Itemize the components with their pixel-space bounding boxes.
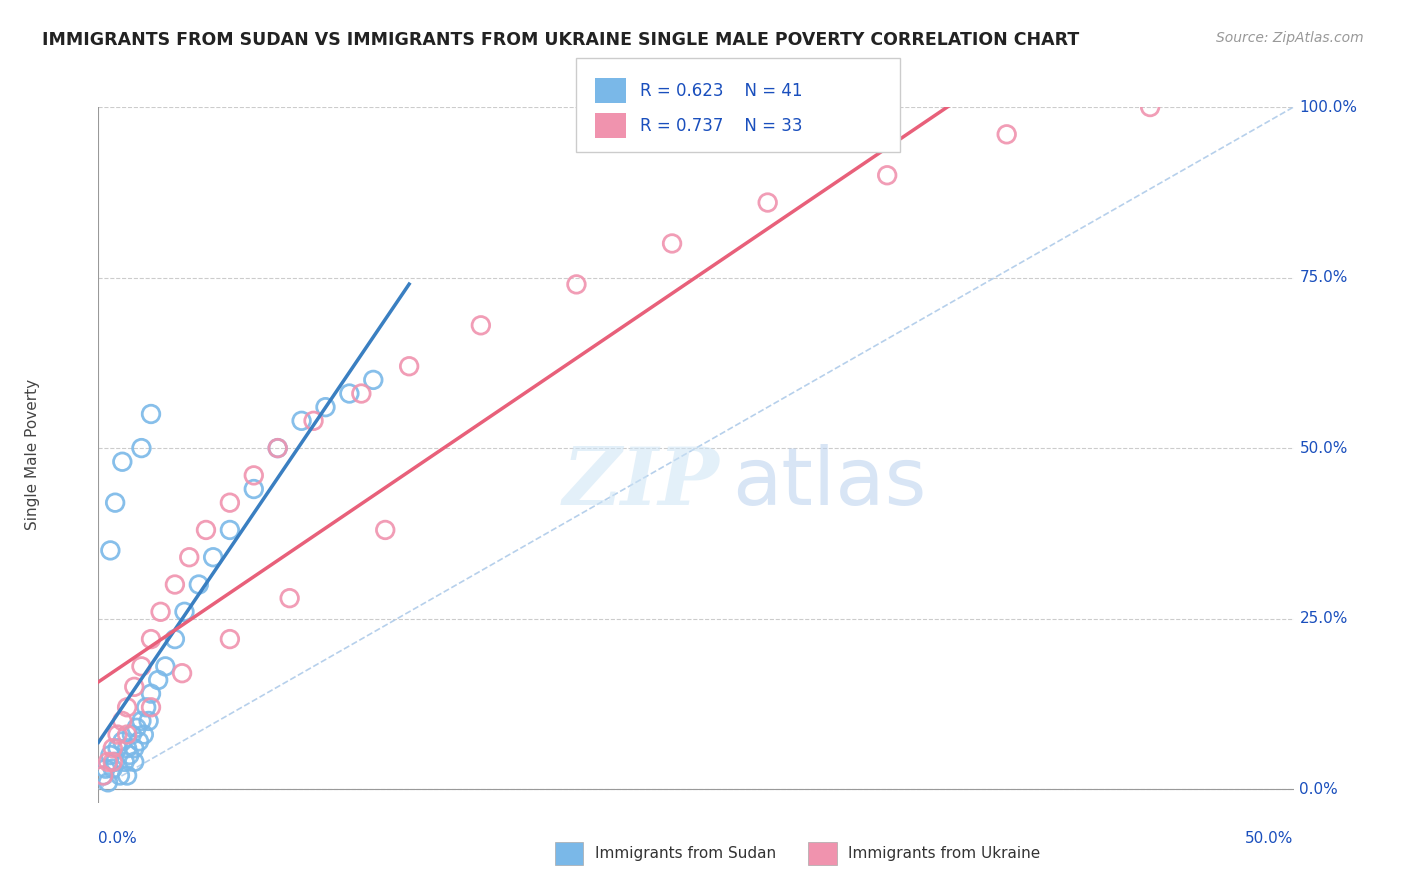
Point — [91, 768, 114, 782]
Point — [139, 700, 162, 714]
Point — [139, 632, 162, 646]
Text: Source: ZipAtlas.com: Source: ZipAtlas.com — [1216, 31, 1364, 45]
Point — [124, 680, 146, 694]
Point — [94, 762, 117, 776]
Point — [267, 441, 290, 455]
Text: 50.0%: 50.0% — [1299, 441, 1348, 456]
Point — [114, 755, 136, 769]
Point — [148, 673, 170, 687]
Point — [172, 666, 194, 681]
Point — [131, 441, 153, 455]
Point — [132, 728, 155, 742]
Point — [278, 591, 301, 606]
Point — [302, 414, 325, 428]
Point — [139, 687, 162, 701]
Point — [290, 414, 312, 428]
Text: 75.0%: 75.0% — [1299, 270, 1348, 285]
Text: 25.0%: 25.0% — [1299, 611, 1348, 626]
Point — [187, 577, 209, 591]
Point — [101, 755, 124, 769]
Point — [115, 700, 138, 714]
Text: Immigrants from Ukraine: Immigrants from Ukraine — [848, 847, 1040, 861]
Point — [131, 714, 153, 728]
Point — [111, 714, 134, 728]
Point — [124, 741, 146, 756]
Point — [243, 468, 266, 483]
Point — [470, 318, 492, 333]
Text: 0.0%: 0.0% — [1299, 781, 1339, 797]
Point — [97, 775, 120, 789]
Point — [121, 728, 143, 742]
Text: 0.0%: 0.0% — [98, 831, 138, 847]
Point — [131, 659, 153, 673]
Point — [363, 373, 385, 387]
Point — [104, 496, 127, 510]
Point — [98, 543, 122, 558]
Text: 50.0%: 50.0% — [1246, 831, 1294, 847]
Text: R = 0.737    N = 33: R = 0.737 N = 33 — [640, 117, 803, 135]
Point — [111, 455, 134, 469]
Point — [163, 577, 186, 591]
Point — [219, 496, 242, 510]
Point — [315, 400, 337, 414]
Point — [138, 714, 160, 728]
Text: 100.0%: 100.0% — [1299, 100, 1358, 114]
Text: Single Male Poverty: Single Male Poverty — [25, 379, 41, 531]
Point — [337, 386, 360, 401]
Point — [194, 523, 217, 537]
Point — [115, 728, 138, 742]
Point — [163, 632, 186, 646]
Point — [565, 277, 588, 292]
Point — [91, 768, 114, 782]
Point — [118, 747, 141, 762]
Point — [202, 550, 225, 565]
Point — [267, 441, 290, 455]
Point — [135, 700, 157, 714]
Point — [398, 359, 420, 374]
Point — [155, 659, 177, 673]
Point — [350, 386, 373, 401]
Point — [104, 755, 127, 769]
Point — [97, 755, 120, 769]
Text: R = 0.623    N = 41: R = 0.623 N = 41 — [640, 82, 803, 100]
Point — [125, 721, 148, 735]
Point — [98, 747, 122, 762]
Point — [661, 236, 683, 251]
Point — [1139, 100, 1161, 114]
Point — [243, 482, 266, 496]
Point — [101, 741, 124, 756]
Point — [756, 195, 779, 210]
Point — [115, 768, 138, 782]
Point — [107, 728, 129, 742]
Point — [179, 550, 201, 565]
Point — [876, 168, 898, 182]
Point — [101, 762, 124, 776]
Point — [173, 605, 195, 619]
Text: atlas: atlas — [733, 443, 927, 522]
Text: ZIP: ZIP — [562, 444, 720, 522]
Point — [139, 407, 162, 421]
Point — [149, 605, 172, 619]
Point — [111, 734, 134, 748]
Point — [219, 632, 242, 646]
Point — [115, 741, 138, 756]
Point — [128, 734, 150, 748]
Point — [107, 741, 129, 756]
Text: IMMIGRANTS FROM SUDAN VS IMMIGRANTS FROM UKRAINE SINGLE MALE POVERTY CORRELATION: IMMIGRANTS FROM SUDAN VS IMMIGRANTS FROM… — [42, 31, 1080, 49]
Point — [219, 523, 242, 537]
Text: Immigrants from Sudan: Immigrants from Sudan — [595, 847, 776, 861]
Point — [124, 755, 146, 769]
Point — [995, 128, 1018, 142]
Point — [108, 768, 131, 782]
Point — [374, 523, 396, 537]
